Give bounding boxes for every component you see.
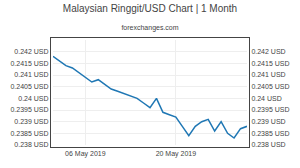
svg-text:0.242 USD: 0.242 USD (251, 48, 285, 55)
svg-text:0.238 USD: 0.238 USD (14, 141, 48, 148)
svg-text:0.2385 USD: 0.2385 USD (10, 130, 48, 137)
svg-text:06 May 2019: 06 May 2019 (65, 150, 106, 158)
svg-text:Malaysian Ringgit/USD Chart |: Malaysian Ringgit/USD Chart | 1 Month (63, 3, 237, 14)
svg-text:0.239 USD: 0.239 USD (14, 118, 48, 125)
svg-text:0.2405 USD: 0.2405 USD (251, 83, 289, 90)
svg-text:0.2395 USD: 0.2395 USD (251, 106, 289, 113)
svg-text:0.2415 USD: 0.2415 USD (251, 60, 289, 67)
svg-text:forexchanges.com: forexchanges.com (121, 24, 178, 32)
svg-text:0.2385 USD: 0.2385 USD (251, 130, 289, 137)
svg-text:0.241 USD: 0.241 USD (251, 71, 285, 78)
svg-text:0.2415 USD: 0.2415 USD (10, 60, 48, 67)
svg-text:0.2395 USD: 0.2395 USD (10, 106, 48, 113)
svg-text:0.238 USD: 0.238 USD (251, 141, 285, 148)
svg-text:0.241 USD: 0.241 USD (14, 71, 48, 78)
svg-text:0.239 USD: 0.239 USD (251, 118, 285, 125)
svg-text:0.24 USD: 0.24 USD (18, 95, 48, 102)
svg-text:20 May 2019: 20 May 2019 (156, 150, 197, 158)
svg-text:0.24 USD: 0.24 USD (251, 95, 281, 102)
svg-text:0.242 USD: 0.242 USD (14, 48, 48, 55)
svg-text:0.2405 USD: 0.2405 USD (10, 83, 48, 90)
